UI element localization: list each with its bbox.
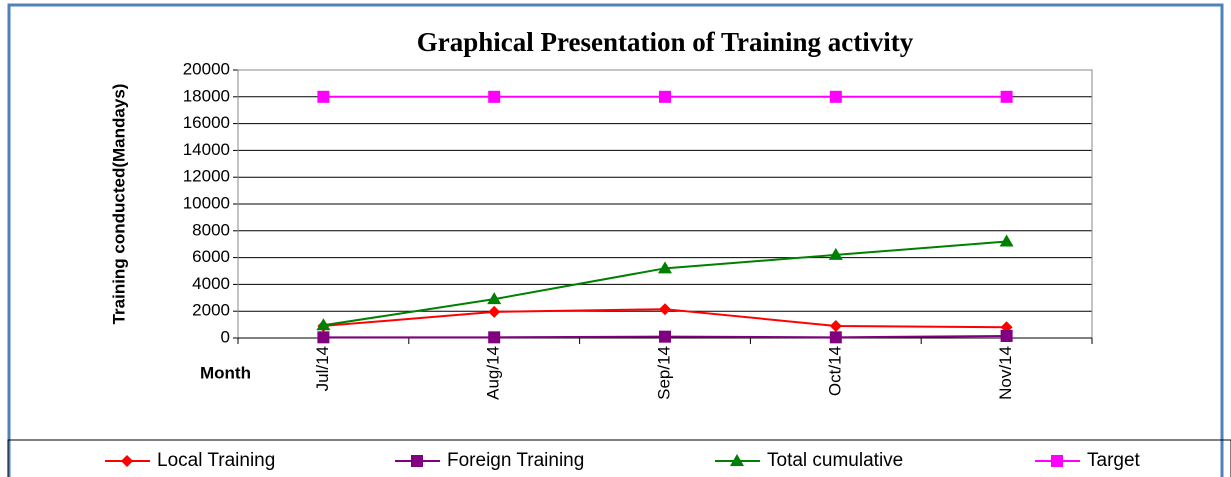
chart-title: Graphical Presentation of Training activ…	[417, 27, 914, 57]
y-tick-label: 20000	[183, 59, 230, 78]
marker	[659, 303, 671, 316]
marker	[999, 234, 1014, 247]
marker	[659, 90, 671, 103]
marker	[488, 90, 501, 103]
x-tick-label: Jul/14	[313, 346, 332, 391]
y-tick-label: 10000	[183, 193, 230, 212]
marker	[316, 318, 331, 331]
marker	[488, 305, 501, 318]
x-tick-label: Aug/14	[484, 346, 503, 400]
y-axis-label: Training conducted(Mandays)	[109, 84, 128, 325]
frame	[7, 3, 1224, 477]
marker	[487, 292, 502, 305]
marker	[1051, 455, 1063, 467]
y-tick-label: 12000	[183, 167, 230, 186]
y-tick-label: 14000	[183, 140, 230, 159]
marker	[828, 247, 843, 260]
x-tick-label: Sep/14	[654, 346, 673, 400]
x-tick-label: Oct/14	[825, 346, 844, 396]
marker	[659, 330, 671, 343]
marker	[1000, 329, 1013, 342]
x-tick-label: Nov/14	[996, 346, 1015, 400]
marker	[1000, 90, 1013, 103]
marker	[829, 319, 842, 332]
y-tick-label: 8000	[192, 220, 230, 239]
y-tick-label: 4000	[192, 274, 230, 293]
legend-label: Foreign Training	[447, 450, 584, 471]
marker	[829, 331, 842, 344]
legend-box	[7, 439, 1231, 477]
y-tick-label: 6000	[192, 247, 230, 266]
y-tick-label: 2000	[192, 301, 230, 320]
legend-label: Target	[1087, 450, 1141, 471]
marker	[121, 455, 133, 467]
y-tick-label: 0	[221, 327, 230, 346]
legend-label: Local Training	[157, 450, 275, 471]
marker	[411, 455, 423, 467]
marker	[829, 90, 842, 103]
x-axis-label: Month	[200, 363, 251, 382]
marker	[488, 331, 501, 344]
marker	[730, 454, 744, 466]
marker	[317, 90, 330, 103]
y-tick-label: 18000	[183, 86, 230, 105]
y-tick-label: 16000	[183, 113, 230, 132]
marker	[658, 261, 672, 274]
legend-label: Total cumulative	[767, 450, 903, 471]
marker	[317, 331, 330, 344]
